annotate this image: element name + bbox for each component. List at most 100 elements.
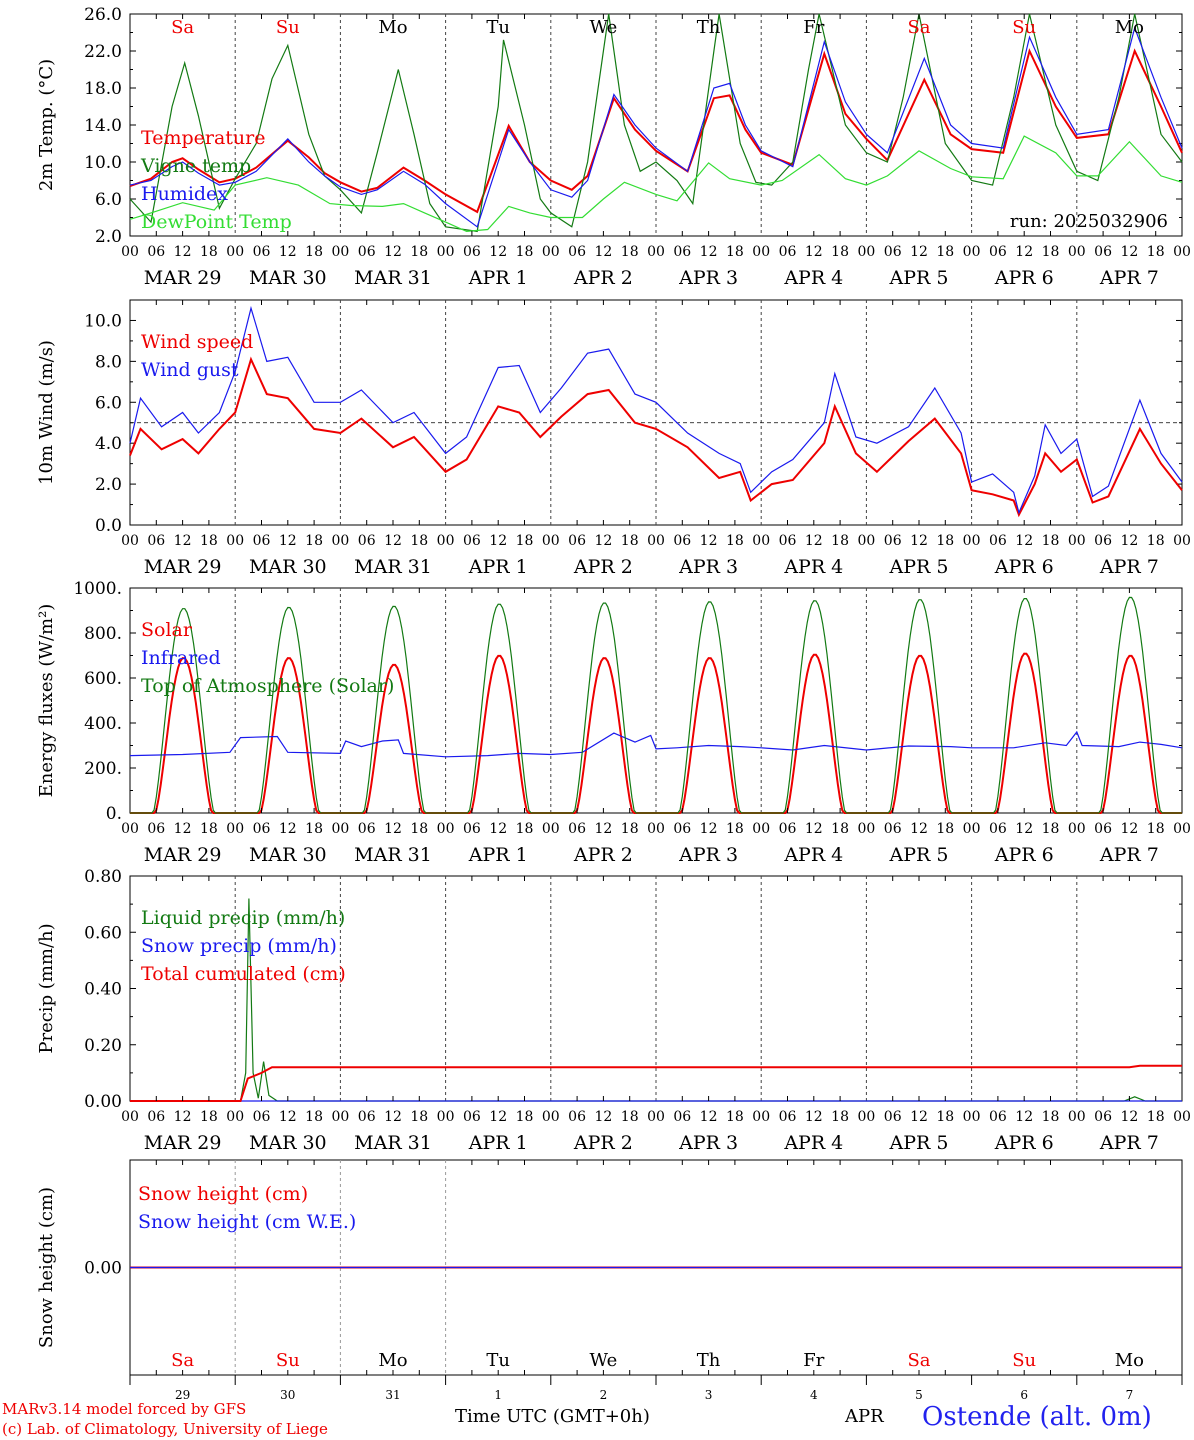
hour-tick-label: 06 (253, 533, 271, 549)
hour-tick-label: 18 (726, 821, 744, 837)
series-line-total-cumulated-cm (130, 1064, 1182, 1102)
hour-tick-label: 06 (1094, 533, 1112, 549)
date-label: MAR 29 (144, 267, 222, 289)
series-line-vigne-temp (129, 13, 1183, 233)
hour-tick-label: 00 (857, 821, 875, 837)
legend-entry: Liquid precip (mm/h) (141, 907, 345, 929)
hour-tick-label: 18 (726, 1109, 744, 1125)
hour-tick-label: 00 (752, 244, 770, 260)
y-axis-label: Precip (mm/h) (36, 923, 57, 1053)
hour-tick-label: 18 (1147, 821, 1165, 837)
hour-tick-label: 06 (884, 244, 902, 260)
hour-tick-label: 18 (200, 244, 218, 260)
hour-tick-label: 00 (963, 533, 981, 549)
y-tick-label: 2.0 (95, 227, 122, 247)
date-label: MAR 31 (354, 1132, 432, 1154)
y-axis-label: Energy fluxes (W/m²) (36, 604, 57, 798)
hour-tick-label: 12 (1015, 244, 1033, 260)
panel-1 (129, 13, 1183, 237)
panel-frame (129, 587, 1183, 814)
hour-tick-label: 00 (963, 821, 981, 837)
hour-tick-label: 12 (174, 821, 192, 837)
date-label: MAR 31 (354, 844, 432, 866)
hour-tick-label: 06 (989, 533, 1007, 549)
hour-tick-label: 06 (358, 1109, 376, 1125)
footer-copyright: (c) Lab. of Climatology, University of L… (2, 1420, 328, 1438)
date-label: APR 2 (573, 267, 633, 289)
hour-tick-label: 00 (1068, 533, 1086, 549)
hour-tick-label: 18 (831, 533, 849, 549)
hour-tick-label: 12 (174, 533, 192, 549)
y-tick-label: 0.40 (84, 980, 122, 1000)
panel-5 (129, 1159, 1183, 1385)
y-tick-label: 200. (84, 759, 122, 779)
y-tick-label: 0.80 (84, 867, 122, 887)
panel-3 (129, 587, 1183, 814)
hour-tick-label: 06 (779, 244, 797, 260)
hour-tick-label: 18 (1042, 244, 1060, 260)
hour-tick-label: 18 (200, 1109, 218, 1125)
hour-tick-label: 06 (884, 1109, 902, 1125)
y-tick-label: 4.0 (95, 434, 122, 454)
hour-tick-label: 06 (358, 244, 376, 260)
hour-tick-label: 12 (700, 533, 718, 549)
date-label: APR 4 (783, 844, 843, 866)
hour-tick-label: 00 (437, 821, 455, 837)
hour-tick-label: 00 (226, 1109, 244, 1125)
hour-tick-label: 12 (279, 533, 297, 549)
hour-tick-label: 18 (831, 244, 849, 260)
footer-time-axis-label: Time UTC (GMT+0h) (455, 1406, 650, 1427)
footer-month-label: APR (845, 1406, 884, 1427)
hour-tick-label: 18 (305, 821, 323, 837)
y-tick-label: 0. (106, 804, 122, 824)
hour-tick-label: 06 (568, 1109, 586, 1125)
y-tick-label: 8.0 (95, 352, 122, 372)
hour-tick-label: 18 (1042, 821, 1060, 837)
y-tick-label: 10.0 (84, 311, 122, 331)
date-label: MAR 31 (354, 556, 432, 578)
hour-tick-label: 18 (726, 533, 744, 549)
y-tick-label: 400. (84, 714, 122, 734)
run-label: run: 2025032906 (1010, 211, 1168, 232)
date-label: MAR 30 (249, 1132, 327, 1154)
weekday-label: Su (1012, 17, 1036, 38)
hour-tick-label: 12 (489, 1109, 507, 1125)
hour-tick-label: 00 (647, 821, 665, 837)
day-number-label: 4 (810, 1388, 818, 1402)
hour-tick-label: 00 (1173, 1109, 1191, 1125)
date-label: APR 7 (1099, 1132, 1159, 1154)
hour-tick-label: 12 (594, 821, 612, 837)
hour-tick-label: 06 (989, 244, 1007, 260)
series-line-top-of-atmosphere-solar (130, 596, 1182, 814)
hour-tick-label: 06 (147, 821, 165, 837)
hour-tick-label: 12 (594, 533, 612, 549)
date-label: APR 3 (678, 1132, 738, 1154)
hour-tick-label: 12 (174, 244, 192, 260)
hour-tick-label: 18 (831, 821, 849, 837)
date-label: MAR 29 (144, 556, 222, 578)
weekday-label: Sa (907, 1350, 930, 1371)
weekday-label: Su (1012, 1350, 1036, 1371)
hour-tick-label: 06 (463, 244, 481, 260)
series-line-humidex (129, 25, 1183, 228)
series-line-dewpoint-temp (129, 135, 1183, 233)
date-label: MAR 29 (144, 844, 222, 866)
hour-tick-label: 00 (542, 244, 560, 260)
date-label: APR 5 (889, 844, 949, 866)
hour-tick-label: 12 (910, 1109, 928, 1125)
hour-tick-label: 06 (463, 533, 481, 549)
hour-tick-label: 06 (568, 821, 586, 837)
hour-tick-label: 12 (700, 821, 718, 837)
weekday-label: Mo (1115, 1350, 1144, 1371)
date-label: APR 7 (1099, 267, 1159, 289)
y-axis-label: Snow height (cm) (36, 1187, 57, 1348)
hour-tick-label: 18 (621, 533, 639, 549)
y-tick-label: 0.00 (84, 1259, 122, 1279)
date-label: APR 1 (468, 556, 528, 578)
hour-tick-label: 00 (963, 244, 981, 260)
hour-tick-label: 12 (279, 1109, 297, 1125)
hour-tick-label: 12 (805, 533, 823, 549)
hour-tick-label: 18 (621, 244, 639, 260)
hour-tick-label: 06 (989, 821, 1007, 837)
hour-tick-label: 06 (568, 533, 586, 549)
